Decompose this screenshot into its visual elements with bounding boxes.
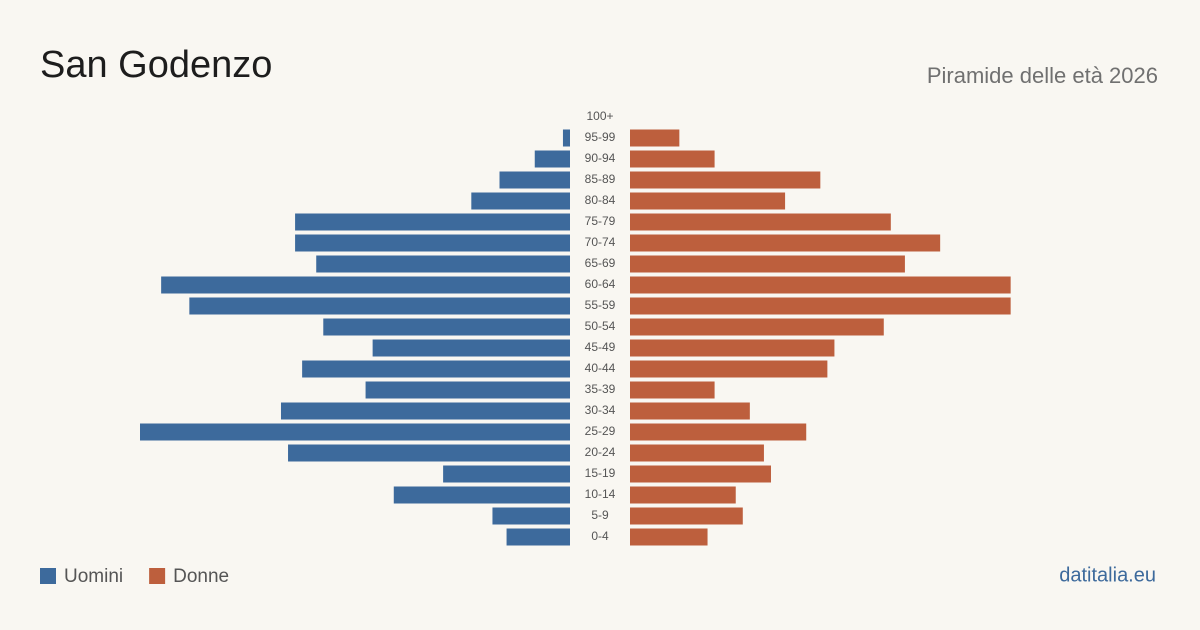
bar-female [630, 276, 1011, 294]
age-label: 5-9 [591, 508, 609, 522]
age-label: 100+ [586, 109, 613, 123]
bar-female [630, 465, 771, 483]
bar-male [189, 297, 570, 315]
bar-female [630, 360, 828, 378]
age-label: 80-84 [585, 193, 616, 207]
legend-label: Donne [173, 566, 229, 587]
age-label: 55-59 [585, 298, 616, 312]
age-label: 50-54 [585, 319, 616, 333]
bar-male [471, 192, 570, 210]
age-label: 85-89 [585, 172, 616, 186]
bar-female [630, 402, 750, 420]
bar-female [630, 381, 715, 399]
chart-title: San Godenzo [40, 44, 272, 86]
bar-female [630, 150, 715, 168]
bar-male [393, 486, 570, 504]
bar-female [630, 486, 736, 504]
bar-male [562, 129, 570, 147]
bar-male [140, 423, 570, 441]
chart-subtitle: Piramide delle età 2026 [927, 63, 1158, 88]
age-label: 75-79 [585, 214, 616, 228]
bar-female [630, 528, 708, 546]
bar-female [630, 339, 835, 357]
bar-male [288, 444, 570, 462]
age-label: 60-64 [585, 277, 616, 291]
bar-female [630, 192, 786, 210]
age-label: 90-94 [585, 151, 616, 165]
bar-male [295, 234, 570, 252]
age-label: 0-4 [591, 529, 609, 543]
age-label: 40-44 [585, 361, 616, 375]
bar-female [630, 129, 680, 147]
bar-female [630, 297, 1011, 315]
legend-swatch [149, 568, 166, 584]
bar-male [280, 402, 570, 420]
bar-female [630, 171, 821, 189]
source: datitalia.eu [1059, 564, 1156, 586]
legend-swatch [40, 568, 56, 584]
bar-female [630, 318, 884, 336]
age-label: 15-19 [585, 466, 616, 480]
bar-male [534, 150, 570, 168]
legend-label: Uomini [64, 566, 123, 587]
bar-female [630, 444, 764, 462]
age-label: 10-14 [585, 487, 616, 501]
bar-male [161, 276, 571, 294]
bar-female [630, 507, 743, 525]
bar-male [506, 528, 570, 546]
bar-female [630, 213, 891, 231]
bar-male [323, 318, 570, 336]
bar-male [295, 213, 570, 231]
age-label: 70-74 [585, 235, 616, 249]
age-label: 30-34 [585, 403, 616, 417]
bar-male [492, 507, 570, 525]
bar-male [499, 171, 570, 189]
bar-male [302, 360, 570, 378]
age-label: 25-29 [585, 424, 616, 438]
bar-female [630, 234, 941, 252]
age-label: 20-24 [585, 445, 616, 459]
bar-female [630, 255, 905, 273]
age-label: 45-49 [585, 340, 616, 354]
bar-male [443, 465, 570, 483]
age-label: 35-39 [585, 382, 616, 396]
age-label: 95-99 [585, 130, 616, 144]
bar-male [316, 255, 570, 273]
bar-male [365, 381, 570, 399]
age-label: 65-69 [585, 256, 616, 270]
bar-male [372, 339, 570, 357]
bar-female [630, 423, 807, 441]
